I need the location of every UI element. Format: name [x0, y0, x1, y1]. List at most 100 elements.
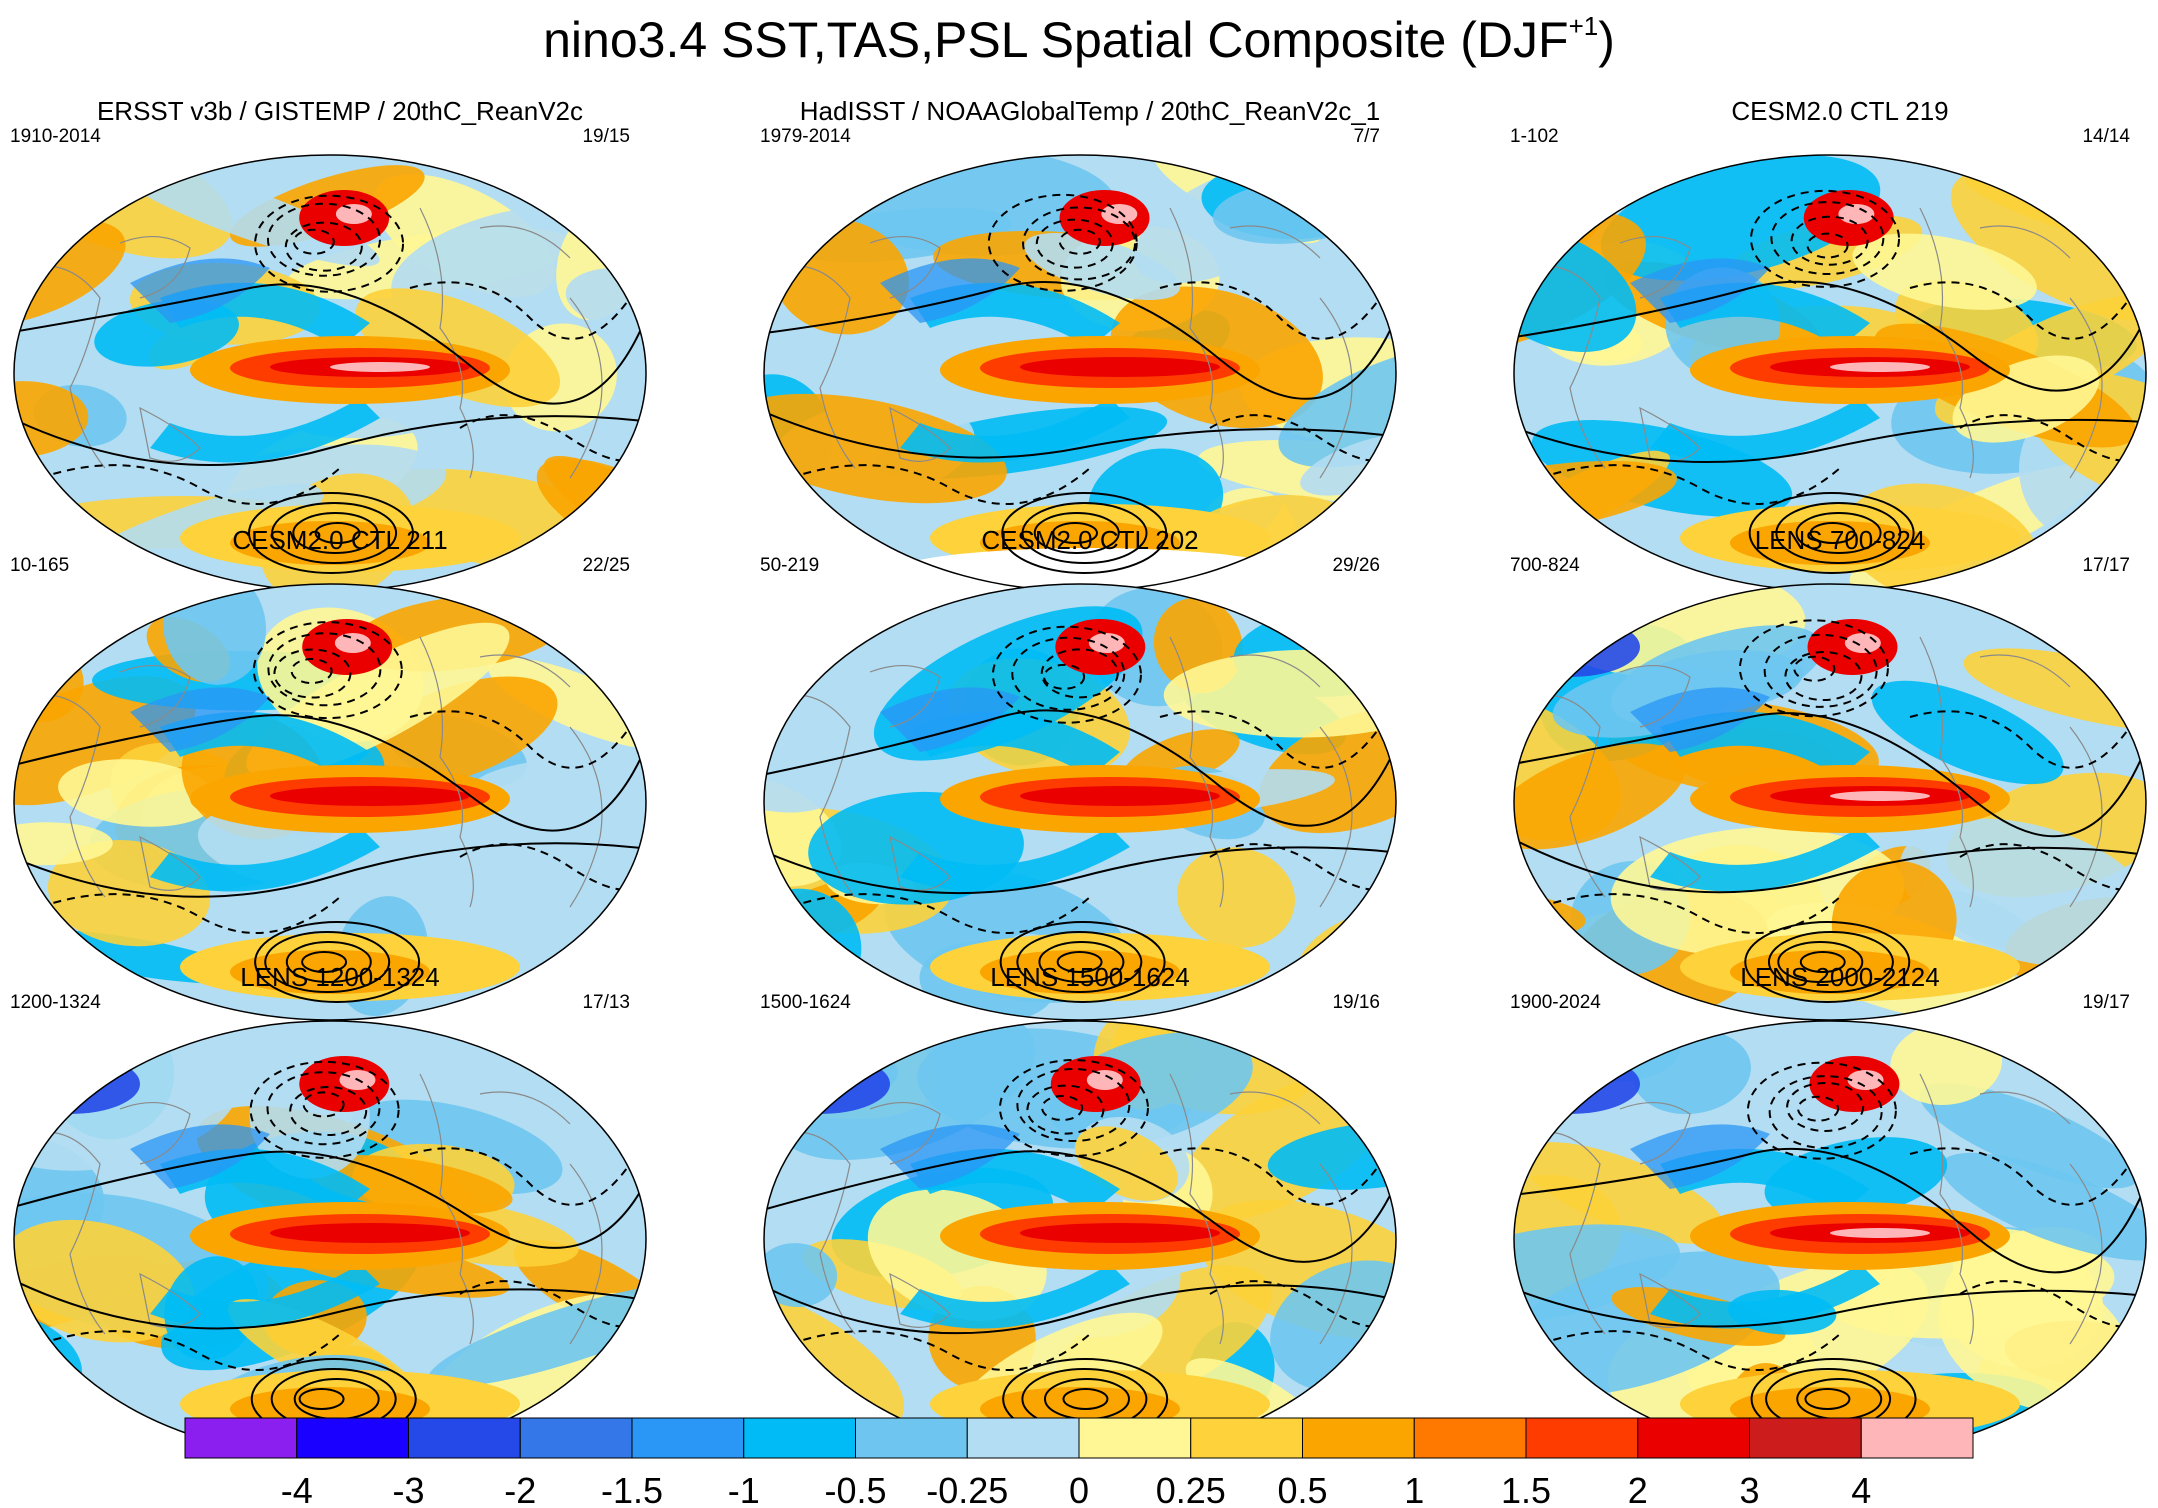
anomaly-field — [1514, 584, 2146, 1020]
main-title: nino3.4 SST,TAS,PSL Spatial Composite (D… — [0, 10, 2158, 70]
negative-contour — [1058, 228, 1101, 255]
warm-anomaly — [1177, 847, 1296, 948]
negative-contour — [1793, 655, 1836, 682]
coastline — [139, 406, 201, 462]
coastlines — [779, 1073, 1353, 1345]
warm-anomaly — [1519, 1142, 1726, 1244]
panel-title: ERSST v3b / GISTEMP / 20thC_ReanV2c — [96, 96, 584, 126]
panel-title: CESM2.0 CTL 219 — [1731, 96, 1949, 126]
warm-anomaly — [1101, 204, 1138, 224]
map-panel: LENS 700-824 700-824 17/17 — [1500, 525, 2158, 1045]
global-map — [1513, 583, 2147, 1021]
coastline — [1979, 1091, 2071, 1125]
warm-anomaly — [1259, 706, 1396, 834]
positive-contour — [1748, 492, 1915, 574]
map-panel: LENS 1200-1324 1200-1324 17/13 — [0, 962, 680, 1482]
panel-years: 1910-2014 — [10, 126, 101, 147]
coastlines — [1529, 1073, 2103, 1345]
negative-contour — [1784, 651, 1863, 702]
negative-contour — [1909, 281, 2131, 340]
cool-anomaly — [1600, 155, 1881, 281]
map-border — [13, 583, 647, 1021]
coastline — [1319, 1163, 1353, 1345]
panel-ratio: 29/26 — [1332, 555, 1380, 576]
panel-title: LENS 700-824 — [1754, 525, 1926, 555]
cool-anomaly — [764, 1243, 838, 1308]
coastline — [869, 1101, 941, 1165]
positive-contour — [271, 502, 398, 564]
coastline — [29, 694, 106, 898]
negative-contour — [1026, 1084, 1105, 1135]
warm-anomaly — [335, 204, 372, 224]
negative-contour — [1770, 201, 1885, 276]
positive-contour — [1767, 931, 1894, 993]
coastline — [1619, 1101, 1691, 1165]
warm-anomaly — [1020, 786, 1220, 806]
coastline — [119, 235, 191, 299]
positive-contour — [247, 492, 414, 574]
cool-anomaly — [1630, 258, 1770, 323]
negative-contour — [1786, 1081, 1865, 1132]
coastline — [1319, 297, 1353, 479]
map-border — [763, 583, 1397, 1021]
coastlines — [29, 207, 603, 479]
cool-anomaly — [1940, 1152, 2146, 1261]
warm-anomaly — [1514, 743, 1687, 850]
positive-contour — [764, 409, 1396, 459]
coastline — [889, 1272, 951, 1328]
cool-anomaly — [150, 398, 380, 463]
positive-contour — [285, 941, 372, 983]
colorbar-segment — [1413, 1417, 1527, 1459]
anomaly-field — [1514, 1021, 2146, 1457]
positive-contour — [1514, 1147, 2146, 1274]
coastline — [1639, 1272, 1701, 1328]
colorbar-segment — [408, 1417, 521, 1459]
negative-contour — [1159, 710, 1381, 769]
coastline — [869, 235, 941, 299]
cool-anomaly — [880, 1124, 1020, 1189]
negative-contour — [1806, 232, 1849, 259]
panel-years: 1900-2024 — [1510, 992, 1601, 1013]
positive-contour — [1001, 492, 1168, 574]
anomaly-field — [764, 584, 1396, 1020]
positive-contour — [14, 842, 646, 898]
psl-contours — [764, 625, 1396, 1003]
negative-contour — [1909, 710, 2131, 769]
colorbar-segment — [1190, 1417, 1303, 1459]
cool-anomaly — [1919, 1083, 2139, 1189]
warm-anomaly — [14, 1219, 195, 1343]
positive-contour — [264, 931, 391, 993]
colorbar-segment — [631, 1417, 745, 1459]
positive-contour — [764, 1150, 1396, 1263]
coastline — [479, 225, 571, 259]
cool-anomaly — [900, 827, 1130, 892]
coastlines — [779, 207, 1353, 479]
coastline — [419, 207, 474, 479]
psl-contours — [764, 193, 1396, 574]
coastline — [29, 265, 106, 469]
coastline — [779, 1131, 856, 1335]
cool-anomaly — [109, 159, 380, 267]
global-map — [1513, 1020, 2147, 1458]
positive-contour — [1021, 502, 1148, 564]
psl-contours — [1514, 189, 2146, 574]
positive-contour — [1514, 712, 2146, 838]
coastline — [1619, 664, 1691, 728]
negative-contour — [409, 1147, 631, 1206]
panel-title: LENS 2000-2124 — [1740, 962, 1940, 992]
positive-contour — [14, 283, 646, 405]
map-border — [1513, 583, 2147, 1021]
colorbar-segment — [1749, 1417, 1862, 1459]
cool-anomaly — [130, 258, 270, 323]
panel-ratio: 17/17 — [2082, 555, 2130, 576]
negative-contour — [991, 625, 1142, 724]
coastline — [119, 1101, 191, 1165]
warm-anomaly — [1838, 204, 1875, 224]
map-panel: LENS 2000-2124 1900-2024 19/17 — [1500, 962, 2158, 1482]
colorbar-segment — [184, 1417, 298, 1459]
colorbar-segment — [519, 1417, 633, 1459]
positive-contour — [1795, 512, 1882, 554]
title-text: nino3.4 SST,TAS,PSL Spatial Composite (D… — [543, 12, 1569, 68]
title-closing: ) — [1598, 12, 1615, 68]
positive-contour — [1038, 941, 1125, 983]
